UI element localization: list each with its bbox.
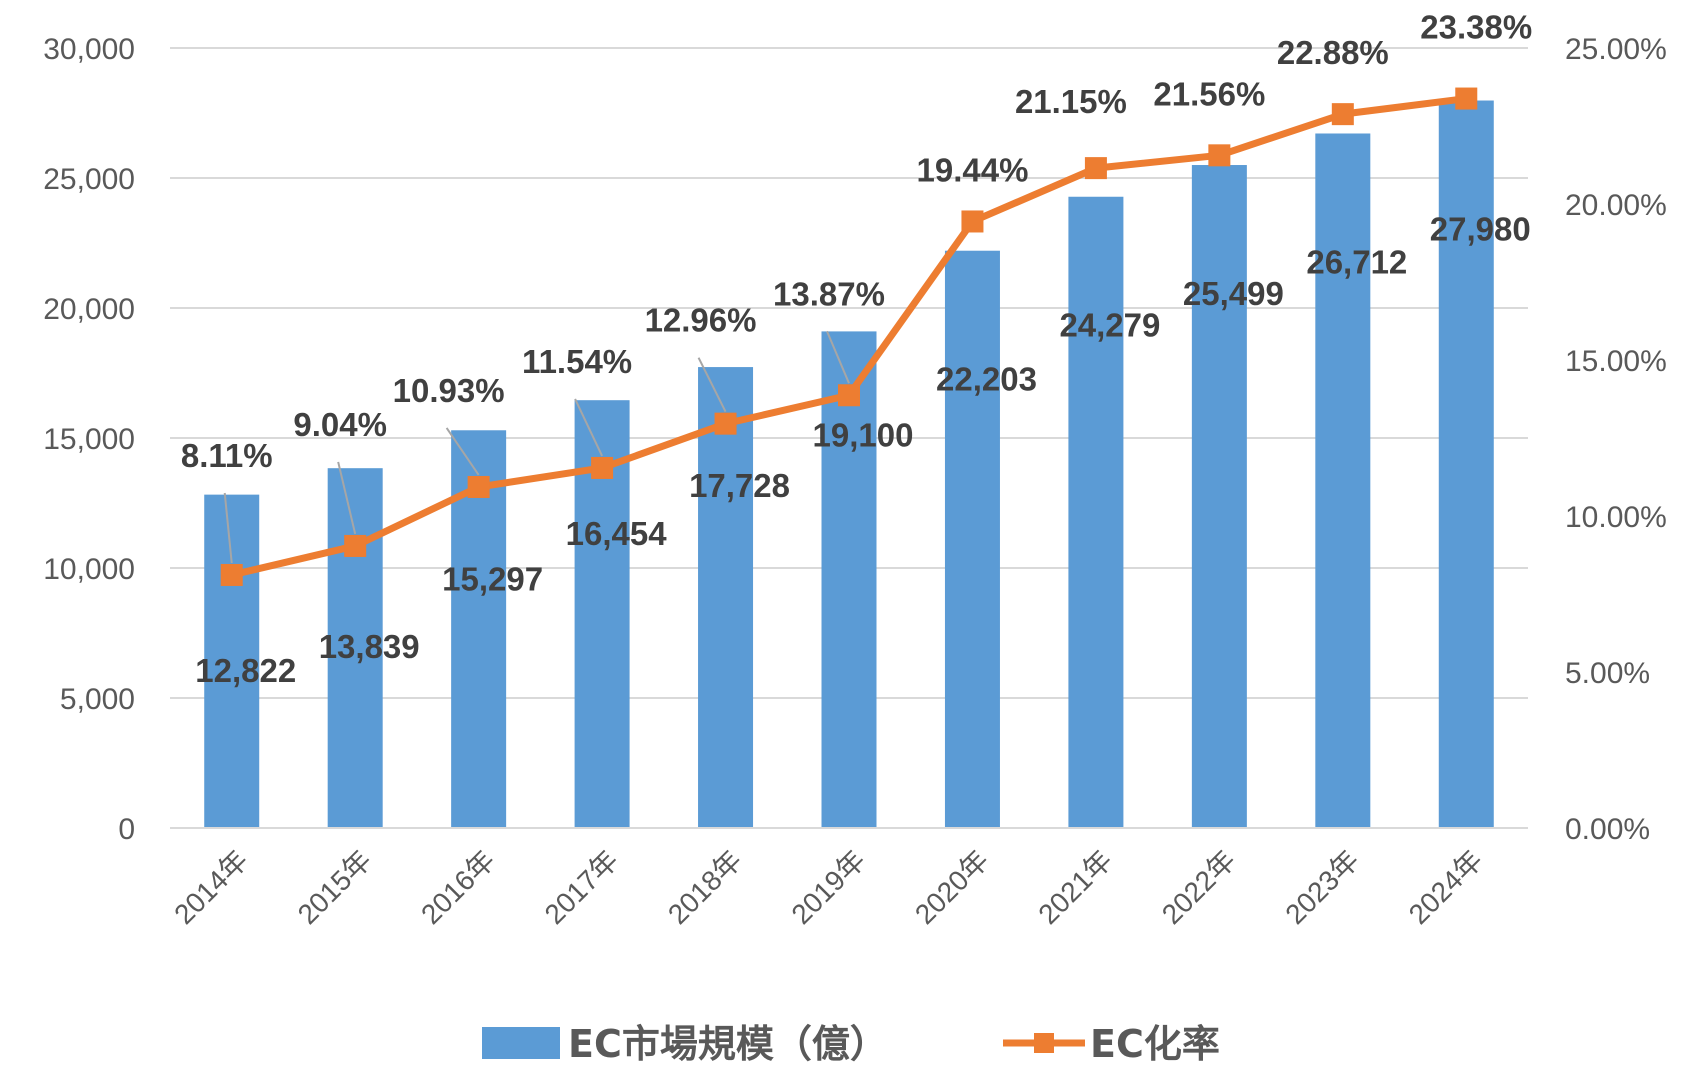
line-marker: [591, 456, 614, 479]
left-axis: 0 5,000 10,000 15,000 20,000 25,000 30,000: [43, 33, 135, 846]
bar: [944, 250, 1000, 829]
bar-data-label: 27,980: [1430, 211, 1531, 248]
leader-lines: [223, 330, 850, 564]
bar: [1068, 196, 1124, 829]
leader-line: [574, 398, 603, 457]
left-tick-label: 10,000: [43, 553, 135, 586]
bar-data-label: 15,297: [442, 560, 543, 597]
right-tick-label: 10.00%: [1565, 501, 1667, 534]
leader-line: [445, 427, 480, 476]
line-marker: [1331, 103, 1354, 126]
line-marker: [220, 563, 243, 586]
left-tick-label: 30,000: [43, 33, 135, 66]
line-marker: [344, 534, 367, 557]
left-tick-label: 0: [118, 813, 135, 846]
bar-data-label: 19,100: [813, 416, 914, 453]
bar: [1191, 165, 1247, 828]
bar-data-label: 17,728: [689, 467, 790, 504]
line-marker: [714, 412, 737, 435]
legend-swatch-bar: [482, 1027, 560, 1059]
left-tick-label: 15,000: [43, 423, 135, 456]
x-tick-label: 2024年: [1403, 844, 1489, 930]
line-marker: [1208, 144, 1231, 167]
line-data-label: 22.88%: [1277, 34, 1389, 71]
legend-swatch-marker: [1034, 1033, 1054, 1053]
bar-data-label: 26,712: [1306, 243, 1407, 280]
line-data-label: 12.96%: [645, 302, 757, 339]
x-tick-label: 2015年: [292, 844, 378, 930]
line-data-label: 13.87%: [773, 275, 885, 312]
x-axis: 2014年 2015年 2016年 2017年 2018年 2019年 2020年 2021年…: [168, 827, 1528, 930]
bar-data-label: 16,454: [566, 515, 668, 552]
legend-label-bar: EC市場規模（億）: [568, 1022, 888, 1066]
line-series: [220, 87, 1478, 586]
line-data-label: 9.04%: [293, 406, 387, 443]
line-data-label: 21.15%: [1015, 83, 1127, 120]
x-tick-label: 2018年: [662, 844, 748, 930]
right-tick-label: 25.00%: [1565, 33, 1667, 66]
right-tick-label: 5.00%: [1565, 657, 1650, 690]
left-tick-label: 25,000: [43, 163, 135, 196]
x-tick-label: 2019年: [785, 844, 871, 930]
left-tick-label: 20,000: [43, 293, 135, 326]
right-tick-label: 15.00%: [1565, 345, 1667, 378]
right-axis: 0.00% 5.00% 10.00% 15.00% 20.00% 25.00%: [1565, 33, 1667, 846]
line-data-label: 11.54%: [522, 343, 632, 380]
line-marker: [838, 384, 860, 407]
bar: [327, 468, 383, 828]
leader-line: [337, 461, 357, 535]
bar-data-label: 12,822: [195, 652, 296, 689]
legend-label-line: EC化率: [1090, 1022, 1220, 1066]
leader-line: [223, 492, 233, 564]
bar-data-labels: 12,822 13,839 15,297 16,454 17,728 19,100 22,2…: [195, 211, 1530, 689]
bar-data-label: 25,499: [1183, 275, 1284, 312]
line-marker: [1084, 157, 1107, 180]
bar: [821, 331, 877, 828]
legend: EC市場規模（億） EC化率: [482, 1022, 1220, 1066]
line-data-label: 19.44%: [916, 151, 1028, 188]
bar-series: [204, 100, 1494, 829]
x-tick-label: 2014年: [168, 844, 254, 930]
x-tick-label: 2020年: [909, 844, 995, 930]
line-marker: [961, 210, 984, 233]
bar: [204, 494, 260, 828]
leader-line: [826, 330, 850, 384]
leader-line: [697, 357, 727, 413]
line-data-labels: 8.11% 9.04%10.93% 11.54% 12.96% 13.87% 19.44%…: [181, 9, 1532, 474]
x-tick-label: 2022年: [1156, 844, 1242, 930]
bar: [1438, 100, 1494, 828]
x-tick-label: 2017年: [539, 844, 625, 930]
left-tick-label: 5,000: [60, 683, 135, 716]
line-data-label: 23.38%: [1420, 9, 1532, 46]
line-data-label: 10.93%: [393, 372, 505, 409]
line-data-label: 21.56%: [1153, 75, 1265, 112]
x-tick-label: 2023年: [1279, 844, 1365, 930]
right-tick-label: 0.00%: [1565, 813, 1650, 846]
bar-data-label: 22,203: [936, 361, 1037, 398]
bar: [1315, 133, 1371, 828]
line-marker: [467, 475, 490, 498]
bar-data-label: 24,279: [1059, 307, 1160, 344]
x-tick-label: 2021年: [1032, 844, 1118, 930]
line-marker: [1455, 87, 1478, 110]
line-data-label: 8.11%: [181, 437, 273, 474]
bar: [698, 367, 754, 828]
right-tick-label: 20.00%: [1565, 189, 1667, 222]
x-tick-label: 2016年: [415, 844, 501, 930]
bar-data-label: 13,839: [319, 628, 420, 665]
